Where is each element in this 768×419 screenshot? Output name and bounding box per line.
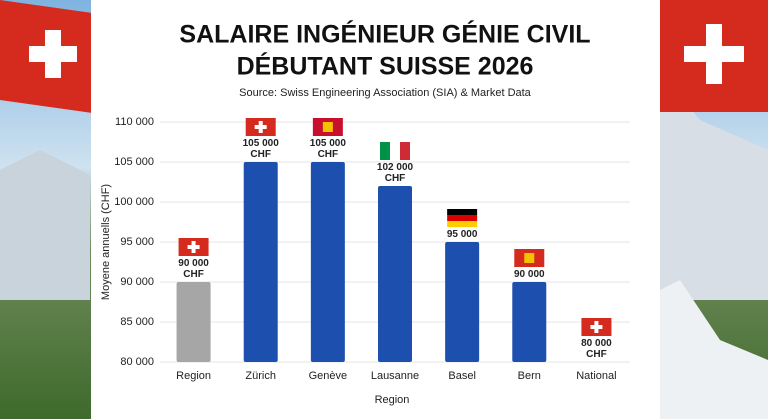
- flag: [254, 125, 267, 129]
- value-label: 95 000: [446, 229, 478, 240]
- flag: [590, 325, 603, 329]
- value-label: 105 000 CHF: [309, 138, 346, 160]
- value-label: 102 000 CHF: [376, 162, 414, 184]
- mountain: [0, 150, 90, 300]
- x-tick-label: Lausanne: [371, 370, 419, 382]
- flag: [380, 142, 390, 160]
- flag: [400, 142, 410, 160]
- y-tick-label: 85 000: [120, 316, 154, 328]
- flag: [187, 245, 200, 249]
- x-tick-label: Region: [176, 370, 211, 382]
- x-tick-label: Bern: [518, 370, 541, 382]
- flag: [322, 122, 333, 132]
- bar: [445, 242, 480, 362]
- flag: [524, 253, 535, 263]
- bar: [512, 282, 547, 362]
- bar: [243, 162, 278, 362]
- flag: [390, 142, 400, 160]
- y-tick-label: 105 000: [114, 156, 154, 168]
- chart-title: SALAIRE INGÉNIEUR GÉNIE CIVIL: [179, 20, 590, 49]
- flag: [447, 221, 478, 227]
- value-label: 105 000 CHF: [242, 138, 279, 160]
- bar: [176, 282, 211, 362]
- x-tick-label: Zürich: [245, 370, 276, 382]
- x-tick-label: National: [576, 370, 616, 382]
- flag: [447, 209, 478, 215]
- y-tick-label: 95 000: [120, 236, 154, 248]
- x-tick-label: Genève: [309, 370, 348, 382]
- value-label: 90 000: [513, 269, 545, 280]
- y-tick-label: 100 000: [114, 196, 154, 208]
- value-label: 90 000 CHF: [178, 258, 209, 280]
- y-tick-label: 110 000: [115, 116, 154, 128]
- bar: [310, 162, 345, 362]
- bar: [378, 186, 412, 362]
- swiss-flag: [660, 0, 768, 112]
- chart-subtitle: Source: Swiss Engineering Association (S…: [239, 87, 532, 99]
- y-tick-label: 80 000: [120, 356, 154, 368]
- x-axis-label: Region: [375, 394, 410, 406]
- y-tick-label: 90 000: [120, 276, 154, 288]
- swiss-flag: [0, 0, 112, 116]
- flag: [447, 215, 478, 221]
- value-label: 80 000 CHF: [581, 338, 612, 360]
- x-tick-label: Basel: [448, 370, 476, 382]
- chart-title: DÉBUTANT SUISSE 2026: [237, 52, 534, 81]
- y-axis-label: Moyene annuells (CHF): [100, 184, 112, 300]
